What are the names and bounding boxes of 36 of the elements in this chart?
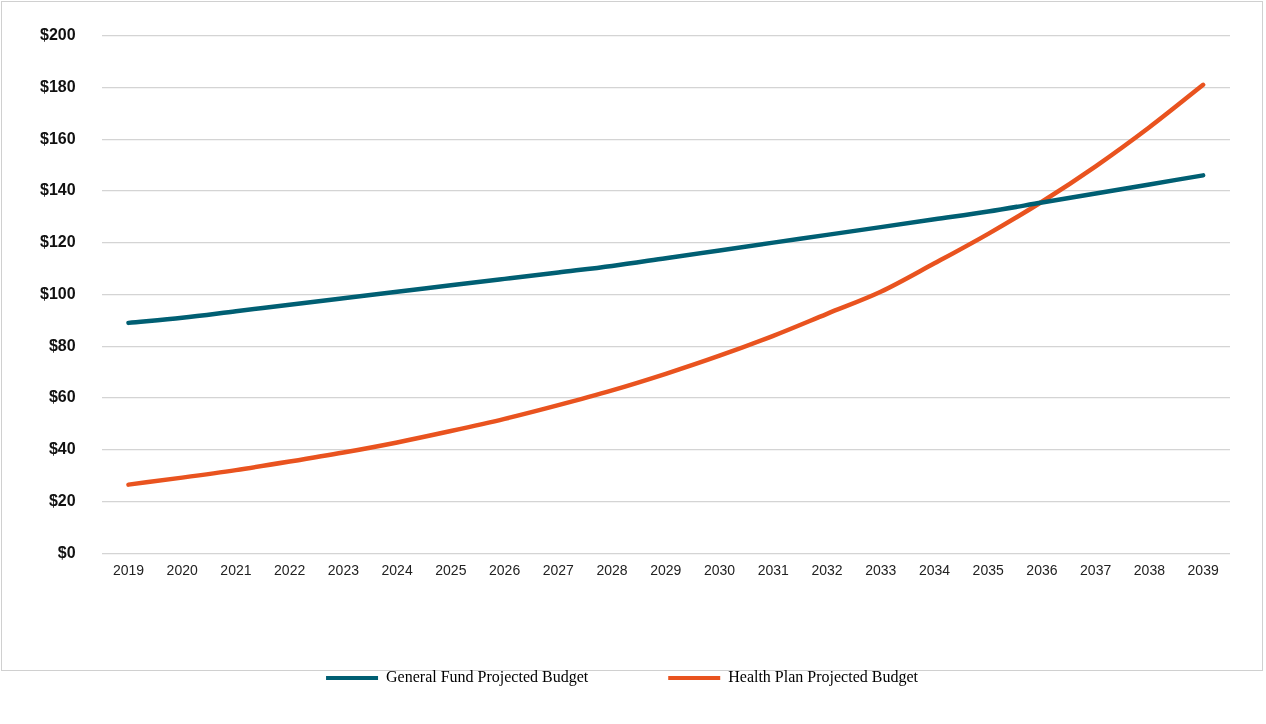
x-tick-label: 2023 — [327, 562, 360, 579]
x-tick-label: 2029 — [650, 562, 682, 579]
y-tick-label: $200 — [40, 26, 76, 44]
x-tick-label: 2020 — [166, 562, 198, 579]
x-tick-label: 2037 — [1080, 562, 1112, 579]
y-tick-label: $100 — [40, 284, 76, 302]
y-tick-label: $20 — [48, 491, 76, 509]
y-tick-label: $80 — [48, 336, 76, 354]
x-tick-label: 2025 — [435, 562, 467, 579]
legend-label: General Fund Projected Budget — [386, 668, 589, 687]
x-tick-label: 2019 — [112, 562, 145, 579]
legend-label: Health Plan Projected Budget — [728, 668, 919, 687]
x-tick-label: 2038 — [1133, 562, 1166, 579]
y-tick-label: $180 — [40, 77, 76, 95]
line-series — [126, 173, 1206, 326]
x-tick-label: 2036 — [1026, 562, 1058, 579]
x-tick-label: 2031 — [757, 562, 790, 579]
x-tick-label: 2034 — [918, 562, 951, 579]
y-tick-label: $120 — [40, 233, 76, 251]
x-tick-label: 2021 — [220, 562, 252, 579]
y-tick-label: $160 — [40, 129, 76, 147]
x-tick-label: 2039 — [1187, 562, 1219, 579]
x-tick-label: 2035 — [972, 562, 1004, 579]
x-tick-label: 2027 — [542, 562, 575, 579]
x-tick-label: 2028 — [596, 562, 628, 579]
x-tick-label: 2030 — [703, 562, 736, 579]
x-tick-label: 2026 — [489, 562, 521, 579]
line-series — [126, 82, 1206, 487]
x-tick-label: 2033 — [865, 562, 897, 579]
x-tick-label: 2032 — [811, 562, 843, 579]
x-tick-label: 2022 — [274, 562, 306, 579]
y-tick-label: $60 — [48, 388, 76, 406]
x-tick-label: 2024 — [381, 562, 413, 579]
y-tick-label: $40 — [48, 440, 76, 458]
y-tick-label: $140 — [40, 181, 76, 199]
y-tick-label: $0 — [57, 543, 76, 561]
